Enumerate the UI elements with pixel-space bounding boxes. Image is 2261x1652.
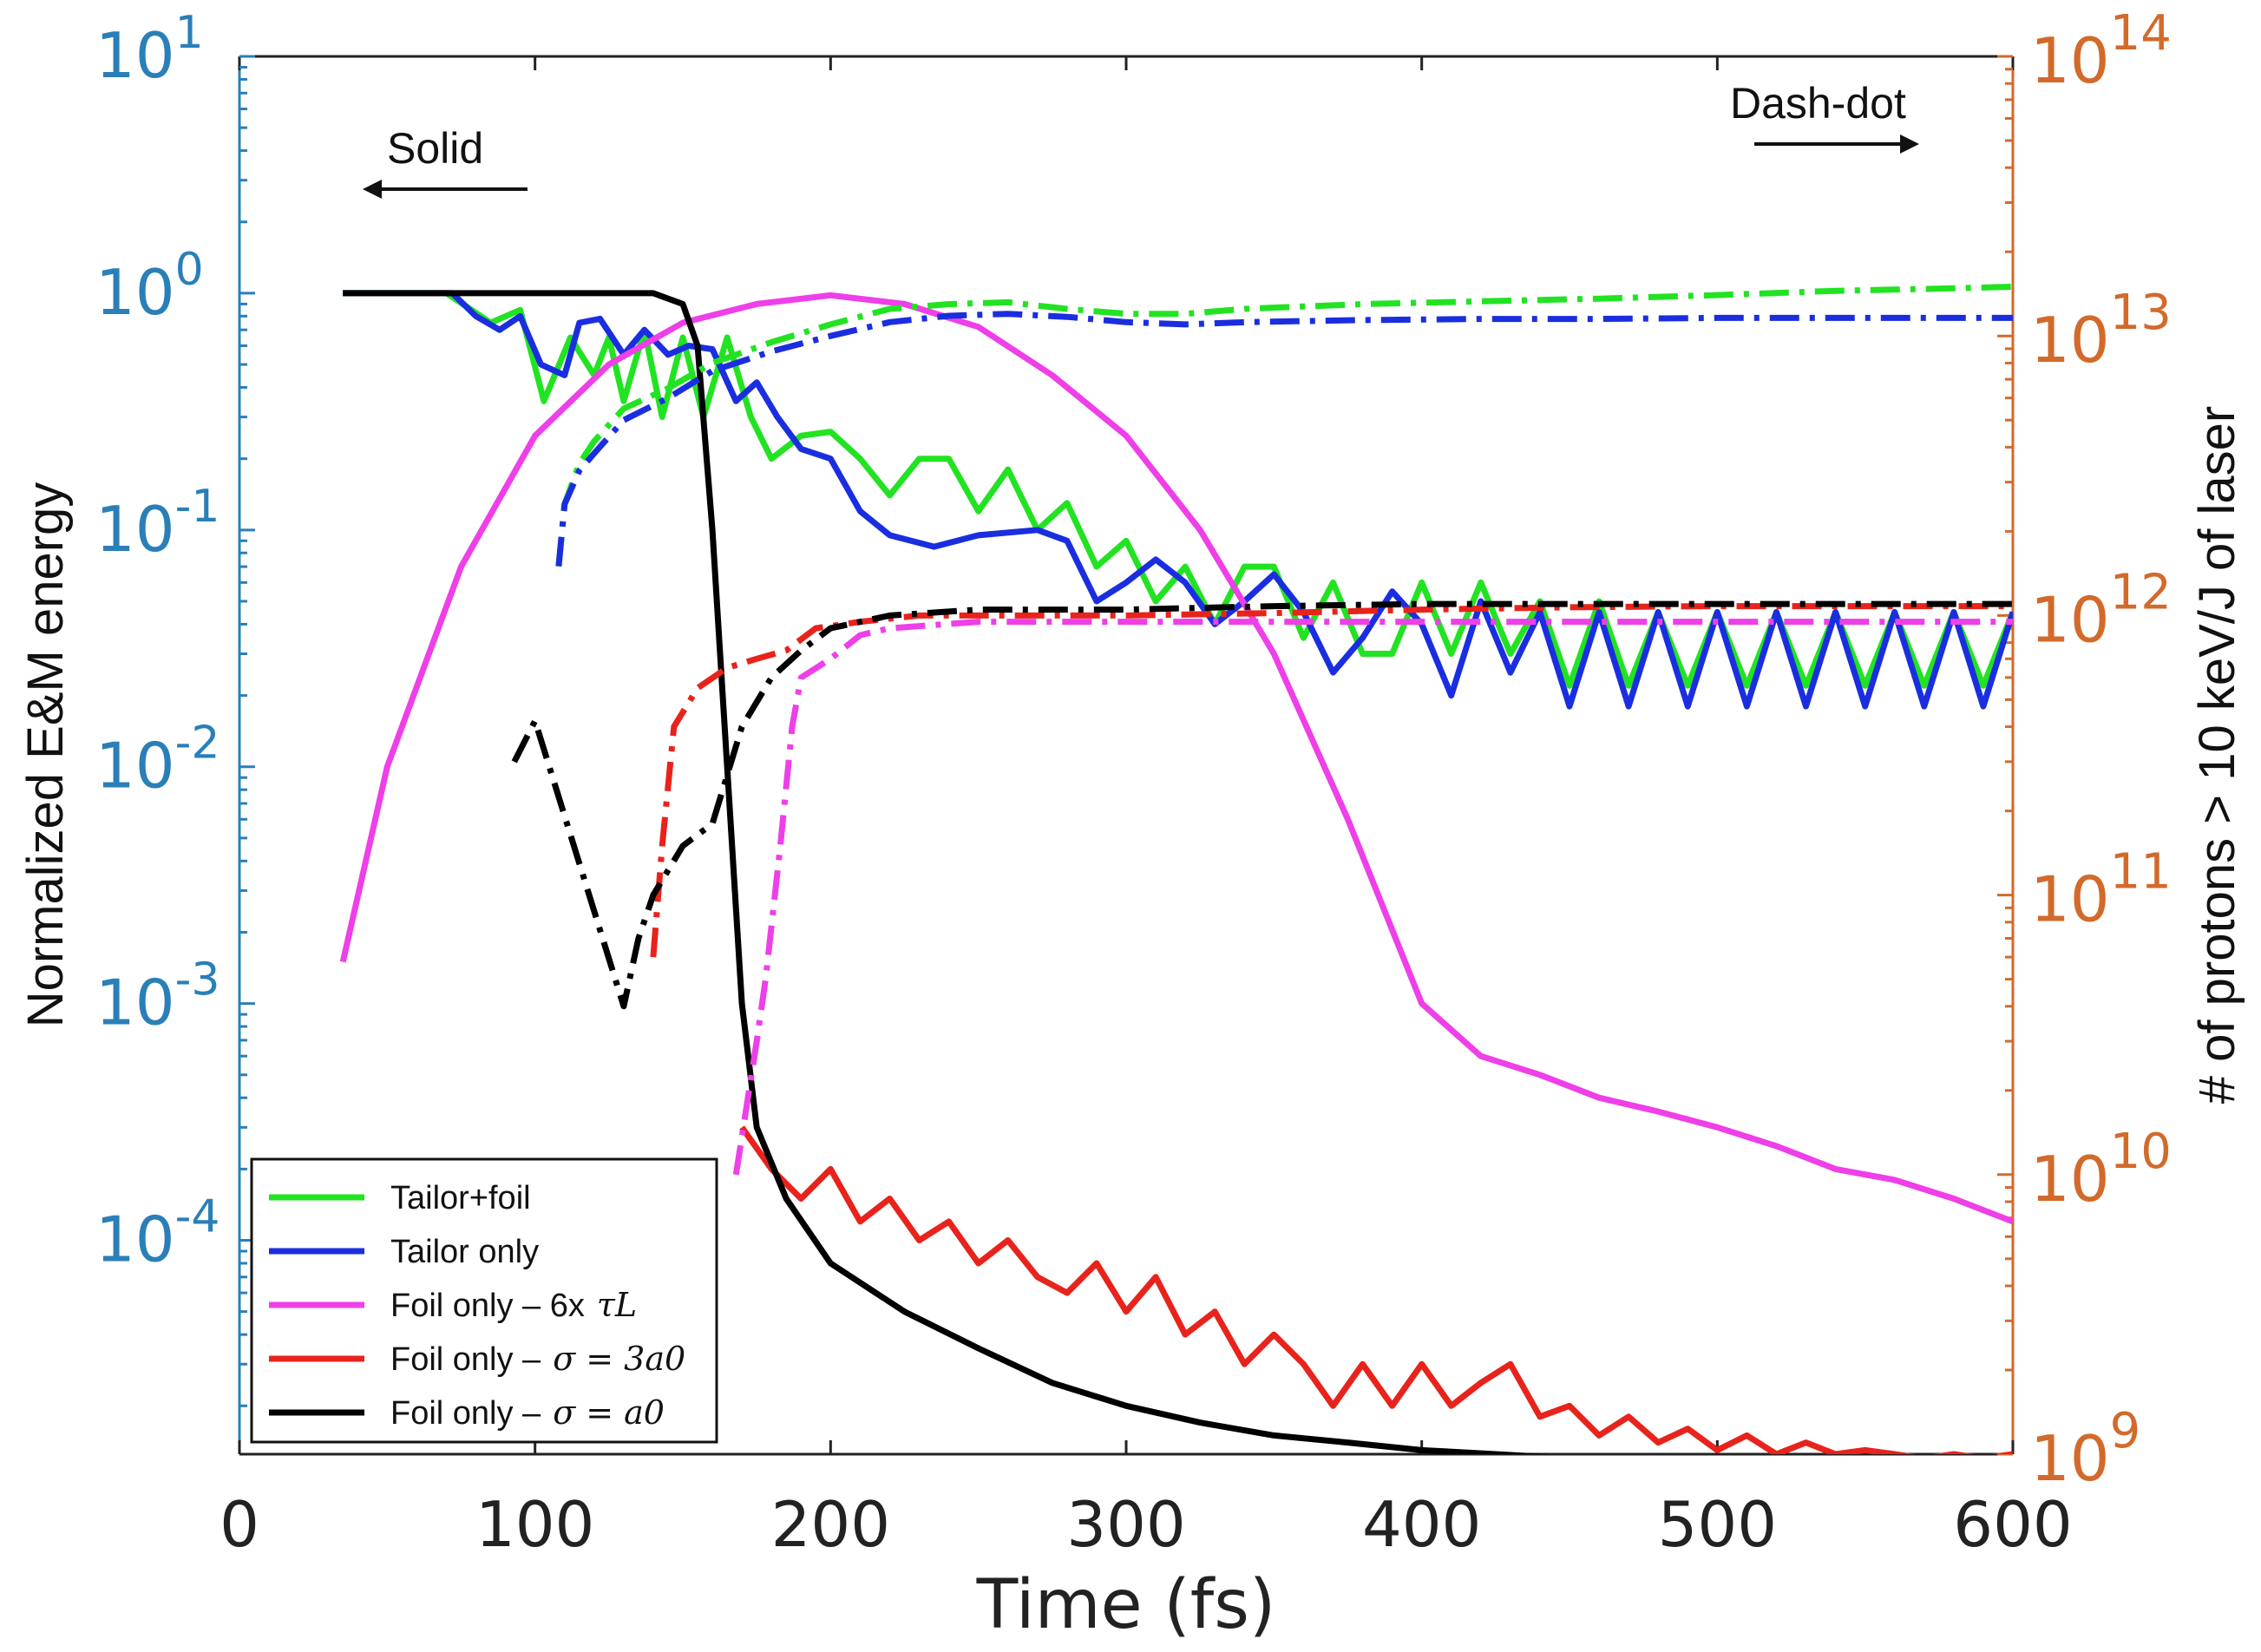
legend-label: Foil only – 6x τL (390, 1286, 637, 1324)
tick-exponent: -3 (175, 954, 220, 1006)
series-layer (339, 284, 2013, 1454)
x-tick-label: 0 (220, 1488, 259, 1561)
y-right-tick-label: 1010 (2030, 1124, 2172, 1216)
tick-base: 10 (95, 1203, 175, 1276)
arrow-left-icon (363, 180, 528, 199)
tick-base: 10 (2030, 304, 2110, 377)
x-tick-label: 400 (1362, 1488, 1481, 1561)
series-line-6 (555, 311, 2013, 567)
y-left-tick-label: 10-2 (95, 718, 220, 803)
tick-exponent: -2 (175, 718, 220, 770)
series-line-1 (343, 290, 2013, 710)
x-tick-label: 300 (1066, 1488, 1185, 1561)
tick-exponent: 11 (2110, 844, 2172, 901)
annotation-dash-dot: Dash-dot (1730, 79, 1906, 128)
x-axis-title: Time (fs) (976, 1566, 1276, 1644)
legend-symbol: σ = 3a0 (553, 1340, 685, 1378)
x-tick-label: 600 (1953, 1488, 2072, 1561)
tick-base: 10 (95, 256, 175, 329)
series-line-7 (732, 619, 2013, 1176)
legend-box (250, 1157, 718, 1444)
tick-base: 10 (95, 493, 175, 566)
legend-label: Foil only – σ = a0 (390, 1393, 665, 1432)
x-tick-label: 100 (475, 1488, 594, 1561)
tick-base: 10 (2030, 583, 2110, 656)
y-left-tick-label: 10-1 (95, 481, 220, 566)
annotation-solid: Solid (387, 124, 483, 173)
tick-base: 10 (95, 19, 175, 92)
tick-exponent: -4 (175, 1191, 220, 1243)
tick-exponent: -1 (175, 481, 220, 533)
series-line-4 (343, 290, 1550, 1454)
y-left-tick-label: 101 (95, 7, 204, 92)
tick-base: 10 (2030, 24, 2110, 97)
x-tick-label: 200 (771, 1488, 890, 1561)
legend-label-text: Foil only – 6x (390, 1288, 585, 1324)
tick-exponent: 9 (2110, 1403, 2141, 1459)
tick-exponent: 0 (175, 244, 204, 296)
y-axis-left-title: Normalized E&M energy (17, 482, 74, 1028)
tick-base: 10 (95, 730, 175, 803)
y-right-tick-label: 109 (2030, 1403, 2140, 1495)
y-right-tick-label: 1012 (2030, 564, 2172, 656)
legend-symbol: σ = a0 (553, 1393, 665, 1432)
series-line-8 (650, 603, 2013, 958)
tick-base: 10 (95, 967, 175, 1039)
x-tick-label: 500 (1658, 1488, 1777, 1561)
tick-exponent: 13 (2110, 285, 2172, 341)
tick-base: 10 (2030, 863, 2110, 936)
tick-base: 10 (2030, 1143, 2110, 1216)
legend-label: Tailor+foil (390, 1180, 531, 1216)
series-line-0 (343, 290, 2013, 689)
tick-exponent: 12 (2110, 564, 2172, 620)
legend-label: Foil only – σ = 3a0 (390, 1340, 685, 1378)
y-axis-right-title: # of protons > 10 keV/J of laser (2189, 406, 2245, 1104)
arrow-right-icon (1754, 134, 1919, 154)
y-left-tick-label: 10-4 (95, 1191, 220, 1276)
y-left-tick-label: 10-3 (95, 954, 220, 1039)
tick-exponent: 1 (175, 7, 204, 59)
series-line-9 (511, 600, 2013, 1010)
y-right-tick-label: 1011 (2030, 844, 2172, 936)
legend-label-text: Tailor+foil (390, 1180, 531, 1216)
legend-label: Tailor only (390, 1234, 539, 1270)
tick-exponent: 14 (2110, 5, 2172, 62)
legend-label-text: Foil only – (390, 1395, 541, 1432)
tick-base: 10 (2030, 1422, 2110, 1495)
y-right-tick-label: 1013 (2030, 285, 2172, 377)
ticks-layer: 0 100 200 300 400 500 60010110010-110-210-310-… (95, 5, 2172, 1561)
legend-symbol: τL (597, 1286, 637, 1324)
y-right-tick-label: 1014 (2030, 5, 2172, 97)
y-left-tick-label: 100 (95, 244, 204, 329)
legend-label-text: Tailor only (390, 1234, 539, 1270)
legend-label-text: Foil only – (390, 1341, 541, 1378)
series-line-2 (339, 292, 2013, 1225)
series-line-5 (555, 284, 2013, 567)
tick-exponent: 10 (2110, 1124, 2172, 1180)
series-line-3 (739, 1125, 2013, 1454)
